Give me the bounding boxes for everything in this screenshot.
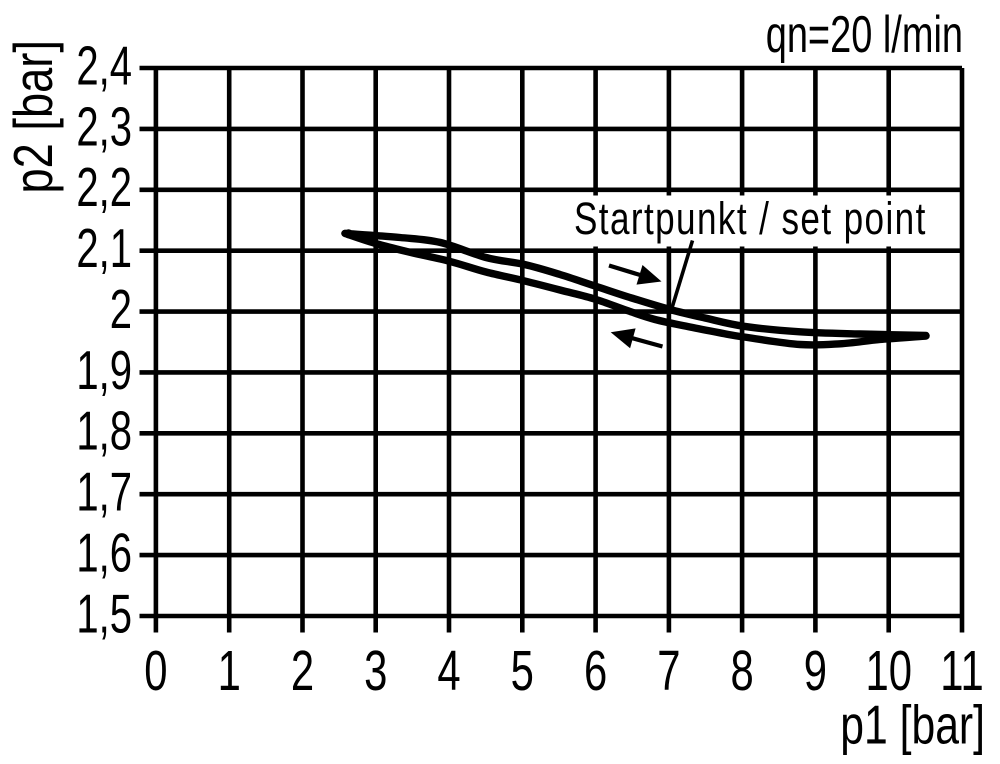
svg-text:8: 8: [730, 639, 753, 703]
svg-text:1,7: 1,7: [76, 463, 132, 523]
svg-text:1,9: 1,9: [76, 341, 132, 401]
svg-text:2: 2: [110, 280, 132, 340]
svg-text:5: 5: [511, 639, 534, 703]
svg-text:2,2: 2,2: [76, 158, 132, 218]
svg-text:p2 [bar]: p2 [bar]: [2, 40, 64, 193]
svg-text:11: 11: [940, 639, 983, 703]
svg-text:1: 1: [218, 639, 241, 703]
svg-text:3: 3: [364, 639, 387, 703]
svg-text:Startpunkt / set point: Startpunkt / set point: [574, 193, 927, 244]
svg-text:10: 10: [865, 639, 912, 703]
svg-text:7: 7: [657, 639, 680, 703]
svg-text:9: 9: [804, 639, 827, 703]
svg-text:2,4: 2,4: [76, 37, 132, 97]
svg-text:1,6: 1,6: [76, 524, 132, 584]
svg-text:2: 2: [291, 639, 314, 703]
svg-text:4: 4: [437, 639, 460, 703]
svg-text:2,1: 2,1: [76, 219, 132, 279]
svg-text:6: 6: [584, 639, 607, 703]
svg-text:1,5: 1,5: [76, 585, 132, 645]
svg-text:2,3: 2,3: [76, 97, 132, 157]
svg-text:p1 [bar]: p1 [bar]: [840, 694, 985, 755]
svg-text:1,8: 1,8: [76, 402, 132, 462]
svg-text:0: 0: [144, 639, 167, 703]
svg-text:qn=20 l/min: qn=20 l/min: [766, 5, 963, 63]
